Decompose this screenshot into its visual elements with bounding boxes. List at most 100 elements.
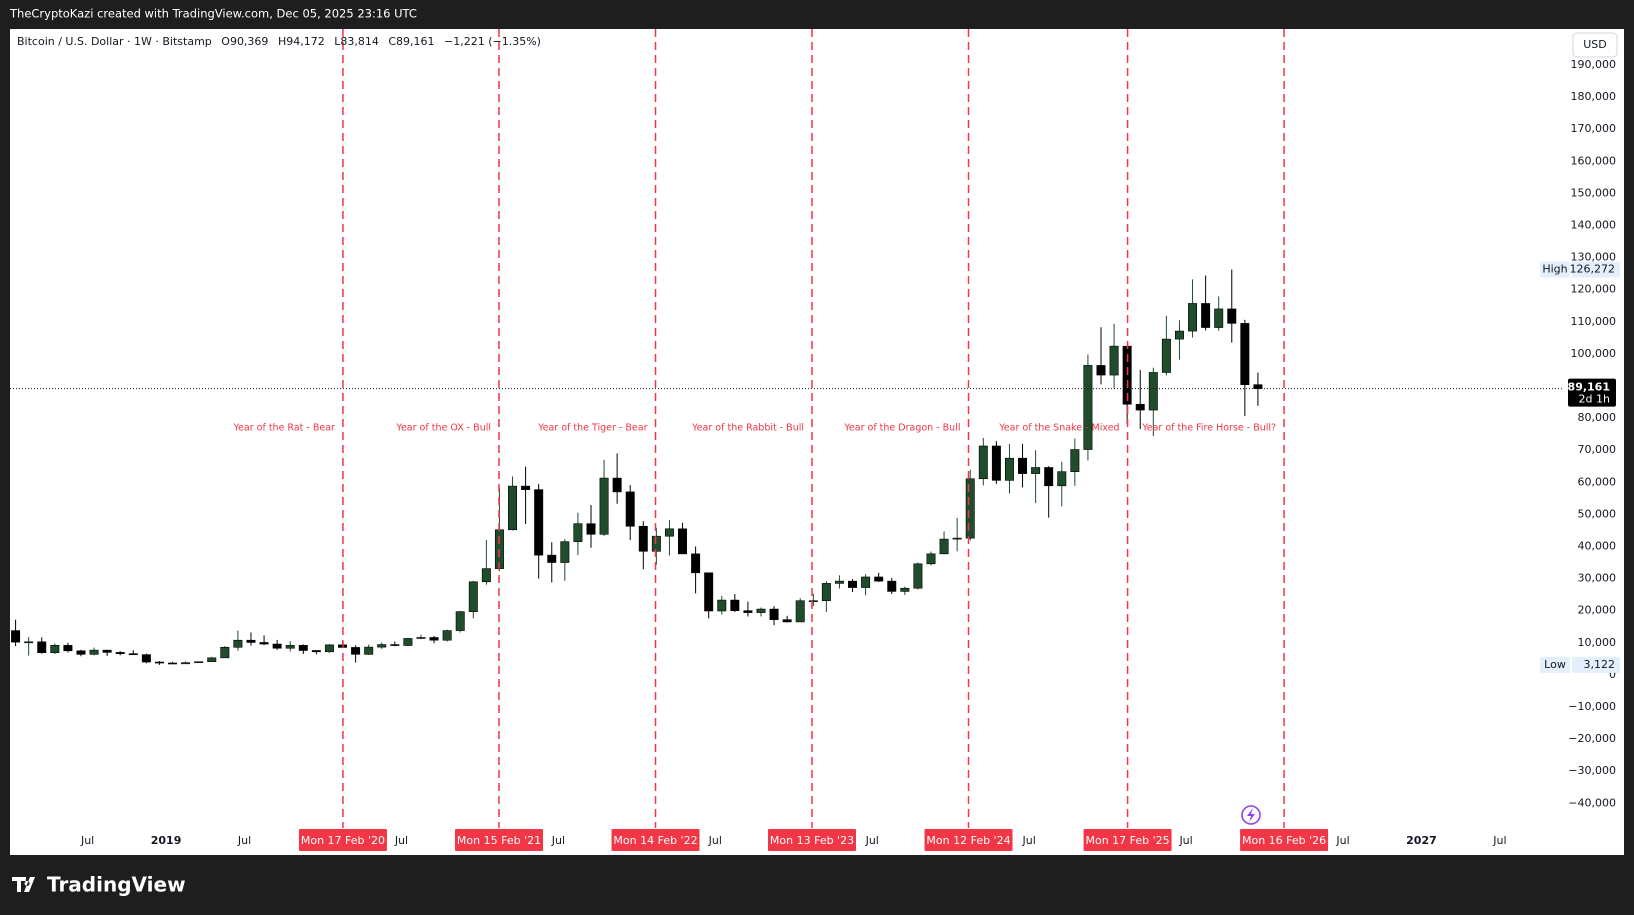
ohlc: L83,814 <box>334 35 379 48</box>
x-tick-label: Jul <box>1178 834 1192 847</box>
x-tick-label: Jul <box>237 834 251 847</box>
candle-body <box>861 576 871 588</box>
annotation: Year of the Rat - Bear <box>233 423 336 434</box>
x-tick-label: Jul <box>1492 834 1506 847</box>
candle-body <box>168 662 178 665</box>
currency-button[interactable] <box>1572 32 1618 58</box>
candle-body <box>1018 457 1028 474</box>
candle-body <box>1083 365 1093 450</box>
last-price-label: 89,161 <box>1568 381 1610 394</box>
price-mark-label: 126,272 <box>1570 263 1616 276</box>
y-tick-label: 150,000 <box>1571 186 1617 199</box>
marker-label-box <box>455 829 544 851</box>
candle-body <box>808 600 818 603</box>
currency[interactable]: USD <box>1583 38 1607 51</box>
x-tick-label: Jul <box>1022 834 1036 847</box>
candle-body <box>887 580 897 592</box>
y-tick-label: −30,000 <box>1568 764 1616 777</box>
candle-body <box>1109 345 1119 376</box>
candle-body <box>717 599 727 612</box>
marker-label: Mon 13 Feb '23 <box>770 834 854 847</box>
candle-body <box>1004 457 1014 481</box>
lightning-icon[interactable] <box>1241 805 1261 825</box>
y-tick-label: 10,000 <box>1578 636 1617 649</box>
candle-body <box>1135 403 1145 411</box>
candle-body <box>534 489 544 556</box>
marker-label-box <box>298 829 387 851</box>
marker-label-box <box>924 829 1013 851</box>
candle-body <box>795 600 805 623</box>
candle-body <box>599 477 609 535</box>
candle-body <box>377 644 387 648</box>
candle-body <box>1057 471 1067 487</box>
candle-body <box>834 580 844 584</box>
candle-body <box>285 645 295 649</box>
candle-body <box>821 583 831 602</box>
candle-body <box>259 642 269 645</box>
y-tick-label: 130,000 <box>1571 251 1617 264</box>
price-mark-tag <box>1540 261 1570 278</box>
candle-body <box>991 445 1001 481</box>
y-tick-label: 0 <box>1609 668 1616 681</box>
marker-label: Mon 17 Feb '25 <box>1085 834 1169 847</box>
marker-label: Mon 16 Feb '26 <box>1242 834 1326 847</box>
y-tick-label: 120,000 <box>1571 283 1617 296</box>
candle-body <box>926 553 936 565</box>
candle-body <box>848 580 858 588</box>
x-tick-label: Jul <box>1335 834 1349 847</box>
panel <box>10 29 1624 855</box>
y-tick-label: 100,000 <box>1571 347 1617 360</box>
candle-body <box>89 649 99 655</box>
candle-body <box>115 652 125 654</box>
candle-body <box>874 576 884 582</box>
price-mark-box <box>1572 261 1620 278</box>
candle-body <box>181 662 191 665</box>
annotation: Year of the Fire Horse - Bull? <box>1141 423 1276 434</box>
y-tick-label: 190,000 <box>1571 58 1617 71</box>
x-tick-label: 2027 <box>1406 834 1437 847</box>
price-mark-text: Low <box>1544 658 1566 671</box>
annotation: Year of the Dragon - Bull <box>843 423 960 434</box>
candle-body <box>298 645 308 651</box>
marker-label: Mon 12 Feb '24 <box>926 834 1010 847</box>
y-tick-label: 80,000 <box>1578 411 1617 424</box>
candle-body <box>638 525 648 552</box>
candle-body <box>63 645 73 652</box>
x-tick-label: 2019 <box>151 834 182 847</box>
candle-body <box>913 563 923 589</box>
candle-body <box>311 650 321 653</box>
price-mark-text: High <box>1542 263 1567 276</box>
candle-body <box>351 647 361 655</box>
candle-body <box>1253 384 1263 389</box>
candle-body <box>1096 365 1106 376</box>
price-mark-box <box>1572 656 1620 673</box>
candle-body <box>128 653 138 655</box>
candle-body <box>233 639 243 648</box>
annotation: Year of the Snake - Mixed <box>998 423 1119 434</box>
candle-body <box>939 538 949 555</box>
candle-body <box>364 646 374 655</box>
ohlc: O90,369 <box>221 35 268 48</box>
candle-body <box>324 644 334 653</box>
icon-bolt[interactable] <box>1247 808 1255 822</box>
y-tick-label: 110,000 <box>1571 315 1617 328</box>
marker-label-box <box>768 829 857 851</box>
header: TheCryptoKazi created with TradingView.c… <box>9 7 417 21</box>
logo-mark <box>12 877 35 892</box>
candle-body <box>76 650 86 655</box>
y-tick-label: 160,000 <box>1571 154 1617 167</box>
candle-body <box>1240 323 1250 385</box>
y-tick-label: 70,000 <box>1578 443 1617 456</box>
candle-body <box>1201 303 1211 328</box>
candle-body <box>24 641 34 644</box>
icon-circle[interactable] <box>1241 805 1261 825</box>
legend: Bitcoin / U.S. Dollar · 1W · Bitstamp O9… <box>17 35 541 48</box>
ohlc: H94,172 <box>278 35 325 48</box>
candle-body <box>481 568 491 583</box>
logo: TradingView <box>12 873 186 897</box>
candle-body <box>547 554 557 563</box>
candle-body <box>691 553 701 574</box>
candle-body <box>442 630 452 641</box>
candle-body <box>612 477 622 493</box>
